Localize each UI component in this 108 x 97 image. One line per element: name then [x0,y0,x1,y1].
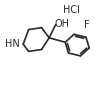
Text: F: F [84,20,90,30]
Text: HN: HN [5,39,20,49]
Text: HCl: HCl [63,5,80,15]
Text: OH: OH [55,19,70,29]
